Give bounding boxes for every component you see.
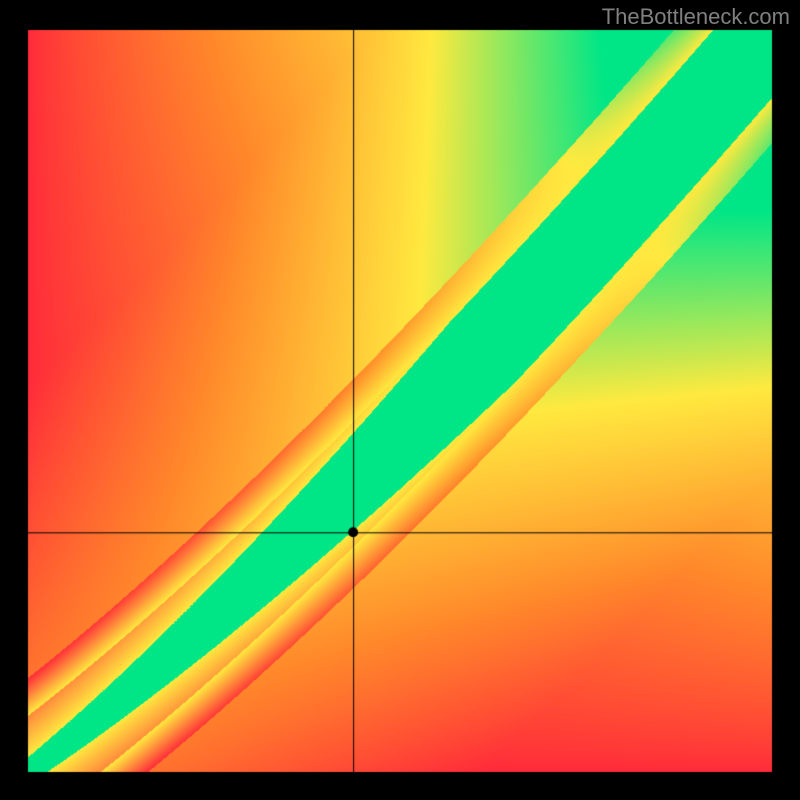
heatmap-canvas — [0, 0, 800, 800]
chart-container: TheBottleneck.com — [0, 0, 800, 800]
watermark-text: TheBottleneck.com — [602, 4, 790, 30]
